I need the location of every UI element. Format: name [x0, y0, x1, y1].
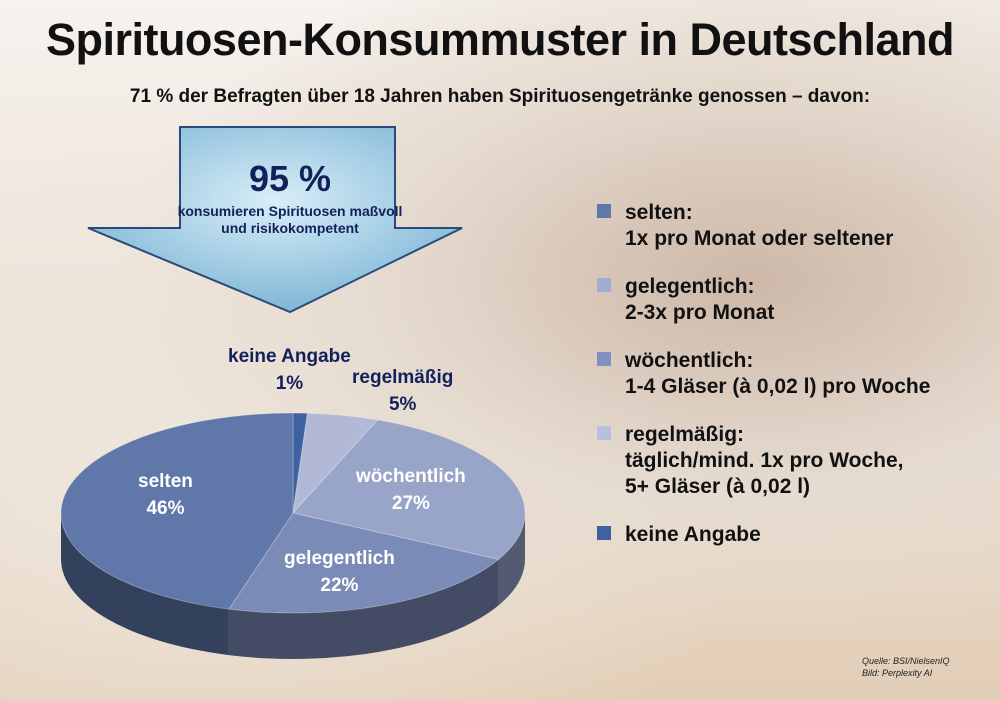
- pie-side-3: [228, 559, 499, 659]
- subtitle: 71 % der Befragten über 18 Jahren haben …: [129, 86, 871, 107]
- pie-slice-keine-angabe: [292, 412, 308, 514]
- page-title: Spirituosen-Konsummuster in Deutschland: [45, 14, 955, 65]
- pie-slice-regelmäßig: [292, 412, 379, 515]
- pie-slice-wöchentlich: [292, 419, 526, 560]
- legend-item-gelegentlich: gelegentlich: 2-3x pro Monat: [597, 274, 930, 326]
- callout-text: konsumieren Spirituosen maßvoll und risi…: [177, 203, 403, 236]
- legend: selten: 1x pro Monat oder seltener geleg…: [597, 200, 930, 570]
- label-keine-angabe: keine Angabe 1%: [228, 346, 351, 394]
- legend-swatch: [597, 204, 611, 218]
- pie-slice-gelegentlich: [228, 512, 500, 614]
- legend-swatch: [597, 426, 611, 440]
- legend-swatch: [597, 352, 611, 366]
- label-woechentlich: wöchentlich 27%: [356, 466, 466, 514]
- source-note: Quelle: BSI/NielsenIQ Bild: Perplexity AI: [862, 656, 950, 678]
- label-gelegentlich: gelegentlich 22%: [284, 548, 395, 596]
- callout-value: 95 %: [248, 158, 332, 199]
- legend-swatch: [597, 526, 611, 540]
- legend-item-selten: selten: 1x pro Monat oder seltener: [597, 200, 930, 252]
- pie-side-2: [498, 513, 525, 606]
- legend-item-keine-angabe: keine Angabe: [597, 522, 930, 548]
- legend-item-woechentlich: wöchentlich: 1-4 Gläser (à 0,02 l) pro W…: [597, 348, 930, 400]
- legend-swatch: [597, 278, 611, 292]
- pie-slice-selten: [60, 412, 294, 610]
- legend-item-regelmaessig: regelmäßig: täglich/mind. 1x pro Woche, …: [597, 422, 930, 500]
- label-regelmaessig: regelmäßig 5%: [352, 367, 454, 415]
- pie-side-4: [61, 513, 229, 656]
- label-selten: selten 46%: [138, 471, 193, 519]
